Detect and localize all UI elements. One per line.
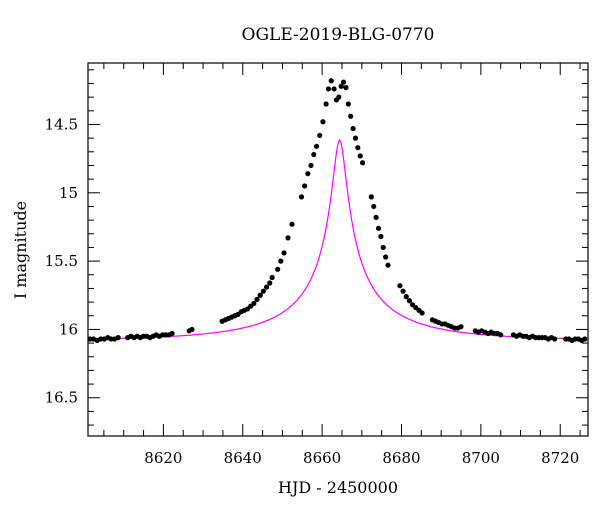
data-point	[313, 143, 320, 149]
data-point	[380, 244, 386, 251]
y-axis-title: I magnitude	[11, 201, 30, 299]
data-point	[552, 336, 558, 342]
data-point	[267, 280, 273, 286]
data-point	[328, 78, 334, 84]
data-point	[375, 225, 382, 231]
data-point	[305, 171, 311, 177]
data-point	[383, 254, 389, 260]
data-point	[385, 262, 391, 268]
data-point	[278, 258, 284, 264]
data-point	[350, 125, 356, 132]
data-point	[582, 336, 588, 342]
y-tick-label: 16	[59, 320, 78, 338]
data-point	[325, 86, 332, 92]
x-tick-label: 8620	[144, 449, 182, 467]
data-point	[355, 145, 361, 151]
data-point	[419, 310, 425, 316]
x-tick-label: 8700	[462, 449, 500, 467]
data-point	[87, 336, 93, 342]
model-curve	[87, 139, 589, 340]
data-point	[345, 101, 351, 107]
y-tick-label: 15.5	[45, 252, 78, 270]
data-point	[336, 94, 342, 100]
data-point	[298, 194, 305, 200]
data-point	[317, 132, 323, 139]
data-point	[348, 113, 354, 119]
data-point	[169, 330, 175, 337]
data-point	[260, 288, 266, 294]
data-point	[403, 294, 409, 300]
chart-title: OGLE-2019-BLG-0770	[242, 25, 435, 45]
data-point	[189, 326, 195, 333]
data-point	[352, 135, 359, 141]
data-point	[285, 235, 291, 241]
data-point	[498, 332, 504, 338]
data-point	[368, 194, 374, 200]
x-tick-label: 8680	[382, 449, 420, 467]
plot-area: 8620 8640 8660 8680 8700 8720 14.5 15 15.5 16 16.5	[45, 62, 589, 467]
data-point	[275, 266, 281, 272]
x-tick-label: 8640	[224, 449, 262, 467]
data-point	[257, 292, 263, 298]
data-point	[458, 324, 464, 330]
data-point	[406, 298, 413, 304]
data-point	[340, 79, 347, 85]
y-tick-label: 14.5	[45, 115, 78, 133]
data-point	[308, 162, 314, 169]
x-tick-label: 8660	[303, 449, 341, 467]
data-point	[397, 283, 403, 289]
data-point	[254, 296, 260, 302]
data-point	[302, 183, 308, 189]
data-point	[338, 83, 344, 89]
data-point	[98, 336, 104, 342]
data-point	[378, 233, 384, 240]
data-point	[331, 86, 337, 92]
data-point	[251, 300, 257, 307]
plot-frame	[87, 62, 589, 437]
data-point	[281, 250, 287, 256]
x-axis-title: HJD - 2450000	[278, 478, 398, 497]
data-point	[311, 151, 317, 158]
data-point	[371, 203, 377, 210]
data-point	[323, 101, 329, 107]
data-point	[115, 335, 121, 341]
data-point	[320, 119, 326, 125]
x-tick-label: 8720	[541, 449, 579, 467]
y-tick-label: 15	[59, 184, 78, 202]
data-point	[373, 214, 379, 220]
data-point	[269, 274, 275, 281]
data-point	[357, 153, 363, 159]
data-point	[400, 288, 406, 294]
data-point	[343, 84, 349, 91]
data-point	[360, 160, 366, 166]
data-point	[289, 221, 295, 227]
y-tick-label: 16.5	[45, 389, 78, 407]
data-point	[108, 336, 114, 342]
data-point	[263, 284, 270, 290]
